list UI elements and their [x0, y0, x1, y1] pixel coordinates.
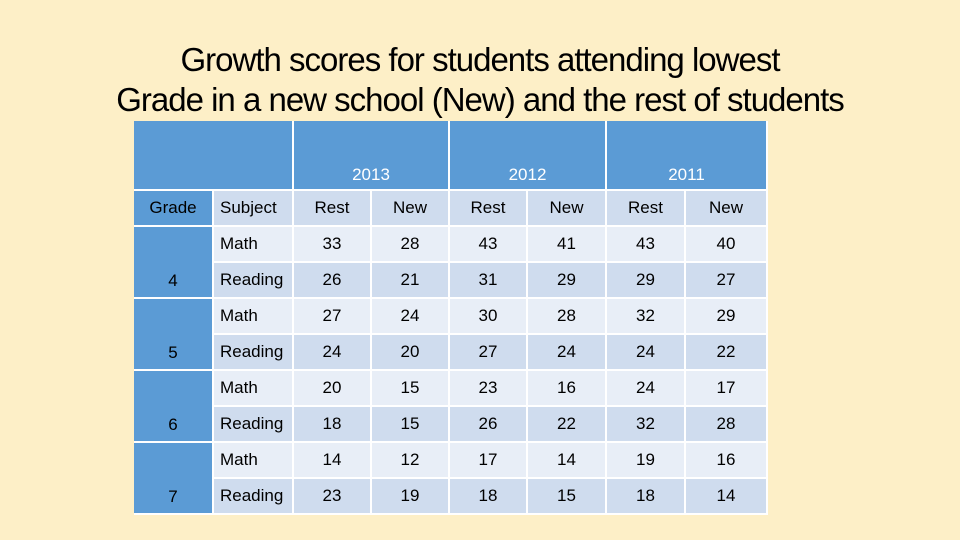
table-row: Reading 24 20 27 24 24 22: [134, 335, 768, 371]
year-header-row: 2013 2012 2011: [134, 121, 768, 191]
value-cell: 31: [450, 263, 528, 299]
value-cell: 33: [294, 227, 372, 263]
table-row: 7 Math 14 12 17 14 19 16: [134, 443, 768, 515]
value-cell: 18: [450, 479, 528, 515]
title-line-1: Growth scores for students attending low…: [180, 41, 781, 78]
value-cell: 24: [528, 335, 607, 371]
column-header-subject: Subject: [214, 191, 294, 227]
value-cell: 23: [294, 479, 372, 515]
grade-label: 6: [168, 415, 178, 434]
table-row: Reading 23 19 18 15 18 14: [134, 479, 768, 515]
value-cell: 26: [450, 407, 528, 443]
growth-scores-table: 2013 2012 2011 Grade Subject Rest New Re…: [134, 121, 768, 515]
value-cell: 17: [686, 371, 768, 407]
value-cell: 14: [528, 443, 607, 479]
value-cell: 40: [686, 227, 768, 263]
value-cell: 15: [372, 407, 450, 443]
value-cell: 17: [450, 443, 528, 479]
value-cell: 19: [607, 443, 686, 479]
column-header-rest-2011: Rest: [607, 191, 686, 227]
slide-title: Growth scores for students attending low…: [0, 40, 960, 120]
column-header-rest-2012: Rest: [450, 191, 528, 227]
value-cell: 43: [607, 227, 686, 263]
value-cell: 14: [294, 443, 372, 479]
year-header-2011: 2011: [607, 121, 768, 191]
grade-cell: 6: [134, 371, 214, 443]
year-header-2013: 2013: [294, 121, 450, 191]
value-cell: 28: [686, 407, 768, 443]
value-cell: 23: [450, 371, 528, 407]
value-cell: 18: [607, 479, 686, 515]
subject-cell: Math: [214, 443, 294, 479]
value-cell: 28: [372, 227, 450, 263]
value-cell: 22: [528, 407, 607, 443]
grade-cell: 5: [134, 299, 214, 371]
value-cell: 16: [528, 371, 607, 407]
subject-cell: Reading: [214, 407, 294, 443]
subject-cell: Math: [214, 299, 294, 335]
value-cell: 28: [528, 299, 607, 335]
title-line-2: Grade in a new school (New) and the rest…: [116, 81, 845, 118]
value-cell: 15: [372, 371, 450, 407]
value-cell: 26: [294, 263, 372, 299]
value-cell: 18: [294, 407, 372, 443]
value-cell: 29: [686, 299, 768, 335]
value-cell: 21: [372, 263, 450, 299]
grade-cell: 7: [134, 443, 214, 515]
grade-cell: 4: [134, 227, 214, 299]
subject-cell: Reading: [214, 479, 294, 515]
column-header-new-2012: New: [528, 191, 607, 227]
grade-label: 5: [168, 343, 178, 362]
value-cell: 24: [294, 335, 372, 371]
column-header-row: Grade Subject Rest New Rest New Rest New: [134, 191, 768, 227]
year-header-2012: 2012: [450, 121, 607, 191]
value-cell: 32: [607, 407, 686, 443]
value-cell: 29: [607, 263, 686, 299]
value-cell: 20: [372, 335, 450, 371]
value-cell: 32: [607, 299, 686, 335]
value-cell: 27: [450, 335, 528, 371]
table-row: 4 Math 33 28 43 41 43 40: [134, 227, 768, 299]
value-cell: 30: [450, 299, 528, 335]
grade-label: 4: [168, 271, 178, 290]
table-row: Reading 26 21 31 29 29 27: [134, 263, 768, 299]
header-corner-cell: [134, 121, 294, 191]
table-row: 6 Math 20 15 23 16 24 17: [134, 371, 768, 443]
value-cell: 24: [607, 371, 686, 407]
column-header-rest-2013: Rest: [294, 191, 372, 227]
value-cell: 41: [528, 227, 607, 263]
subject-cell: Reading: [214, 335, 294, 371]
subject-cell: Math: [214, 227, 294, 263]
value-cell: 22: [686, 335, 768, 371]
value-cell: 19: [372, 479, 450, 515]
value-cell: 24: [372, 299, 450, 335]
value-cell: 24: [607, 335, 686, 371]
value-cell: 15: [528, 479, 607, 515]
value-cell: 14: [686, 479, 768, 515]
table-row: Reading 18 15 26 22 32 28: [134, 407, 768, 443]
table-row: 5 Math 27 24 30 28 32 29: [134, 299, 768, 371]
subject-cell: Reading: [214, 263, 294, 299]
column-header-grade: Grade: [134, 191, 214, 227]
value-cell: 43: [450, 227, 528, 263]
value-cell: 27: [294, 299, 372, 335]
subject-cell: Math: [214, 371, 294, 407]
column-header-new-2013: New: [372, 191, 450, 227]
value-cell: 27: [686, 263, 768, 299]
grade-label: 7: [168, 487, 178, 506]
value-cell: 20: [294, 371, 372, 407]
value-cell: 12: [372, 443, 450, 479]
value-cell: 29: [528, 263, 607, 299]
column-header-new-2011: New: [686, 191, 768, 227]
value-cell: 16: [686, 443, 768, 479]
